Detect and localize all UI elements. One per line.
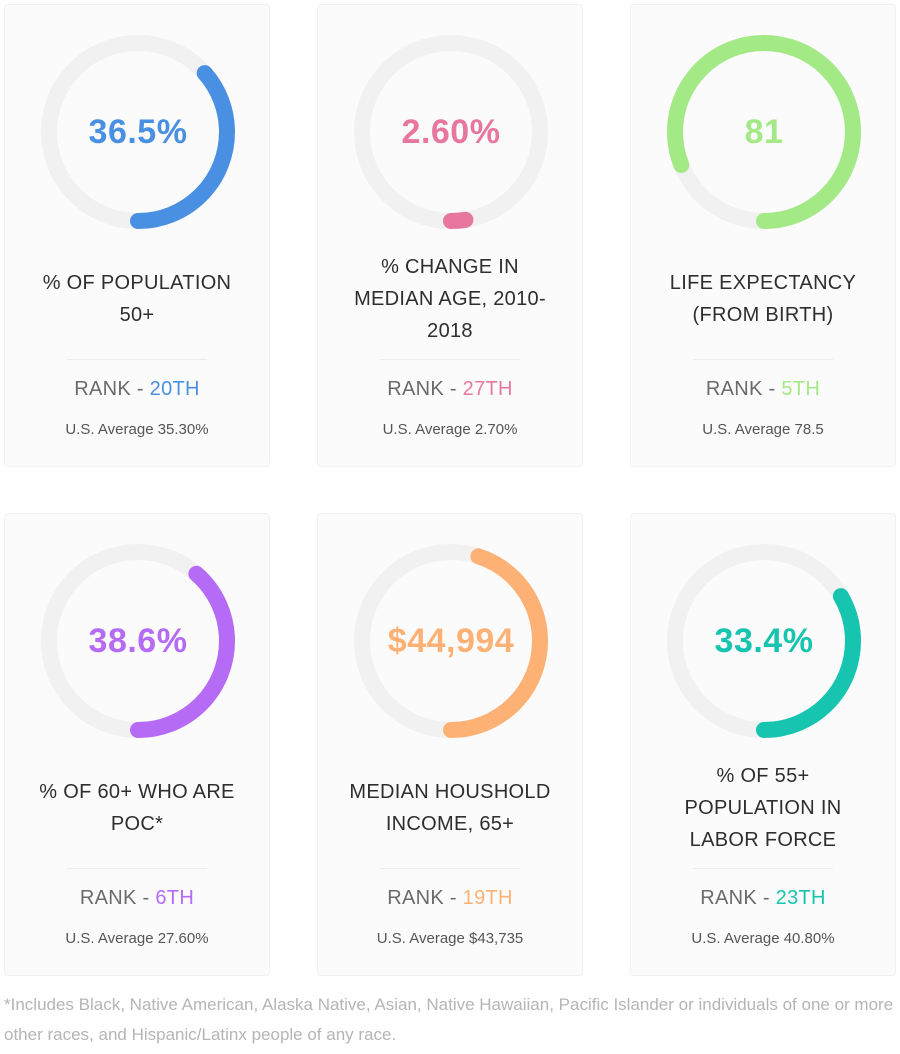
us-average: U.S. Average 35.30% <box>5 421 269 438</box>
stat-value: 33.4% <box>664 541 864 741</box>
rank-line: RANK - 5TH <box>631 378 895 401</box>
progress-ring: 36.5% <box>38 32 238 232</box>
rank-line: RANK - 27TH <box>318 378 582 401</box>
us-average: U.S. Average $43,735 <box>318 930 582 947</box>
progress-ring: 2.60% <box>351 32 551 232</box>
progress-ring: 38.6% <box>38 541 238 741</box>
rank-prefix: RANK - <box>387 887 462 909</box>
divider <box>67 868 207 869</box>
stat-value: $44,994 <box>351 541 551 741</box>
footnote: *Includes Black, Native American, Alaska… <box>4 990 896 1050</box>
stat-value: 81 <box>664 32 864 232</box>
rank-value: 5TH <box>781 378 820 400</box>
stat-card-median-household-income: $44,994 MEDIAN HOUSHOLD INCOME, 65+ RANK… <box>317 513 583 976</box>
stat-label: % OF POPULATION 50+ <box>33 267 241 331</box>
rank-line: RANK - 20TH <box>5 378 269 401</box>
rank-value: 6TH <box>155 887 194 909</box>
us-average: U.S. Average 2.70% <box>318 421 582 438</box>
us-average: U.S. Average 40.80% <box>631 930 895 947</box>
divider <box>380 359 520 360</box>
stat-label: MEDIAN HOUSHOLD INCOME, 65+ <box>336 776 564 840</box>
rank-line: RANK - 23TH <box>631 887 895 910</box>
rank-value: 23TH <box>776 887 826 909</box>
stat-value: 38.6% <box>38 541 238 741</box>
stat-value: 36.5% <box>38 32 238 232</box>
rank-value: 20TH <box>150 378 200 400</box>
rank-value: 19TH <box>463 887 513 909</box>
stat-value: 2.60% <box>351 32 551 232</box>
stat-label: LIFE EXPECTANCY (FROM BIRTH) <box>663 267 863 331</box>
stat-label: % OF 60+ WHO ARE POC* <box>27 776 247 840</box>
progress-ring: 81 <box>664 32 864 232</box>
stat-card-median-age-change: 2.60% % CHANGE IN MEDIAN AGE, 2010-2018 … <box>317 4 583 467</box>
rank-prefix: RANK - <box>700 887 775 909</box>
stat-card-population-50-plus: 36.5% % OF POPULATION 50+ RANK - 20TH U.… <box>4 4 270 467</box>
us-average: U.S. Average 78.5 <box>631 421 895 438</box>
divider <box>380 868 520 869</box>
stat-card-labor-force-55-plus: 33.4% % OF 55+ POPULATION IN LABOR FORCE… <box>630 513 896 976</box>
us-average: U.S. Average 27.60% <box>5 930 269 947</box>
rank-value: 27TH <box>463 378 513 400</box>
rank-prefix: RANK - <box>387 378 462 400</box>
progress-ring: $44,994 <box>351 541 551 741</box>
rank-line: RANK - 19TH <box>318 887 582 910</box>
stat-label: % OF 55+ POPULATION IN LABOR FORCE <box>668 760 858 856</box>
stat-card-poc-60-plus: 38.6% % OF 60+ WHO ARE POC* RANK - 6TH U… <box>4 513 270 976</box>
progress-ring: 33.4% <box>664 541 864 741</box>
rank-prefix: RANK - <box>80 887 155 909</box>
rank-line: RANK - 6TH <box>5 887 269 910</box>
stat-card-life-expectancy: 81 LIFE EXPECTANCY (FROM BIRTH) RANK - 5… <box>630 4 896 467</box>
divider <box>693 868 833 869</box>
stat-label: % CHANGE IN MEDIAN AGE, 2010-2018 <box>343 251 557 347</box>
divider <box>693 359 833 360</box>
rank-prefix: RANK - <box>706 378 781 400</box>
divider <box>67 359 207 360</box>
rank-prefix: RANK - <box>74 378 149 400</box>
